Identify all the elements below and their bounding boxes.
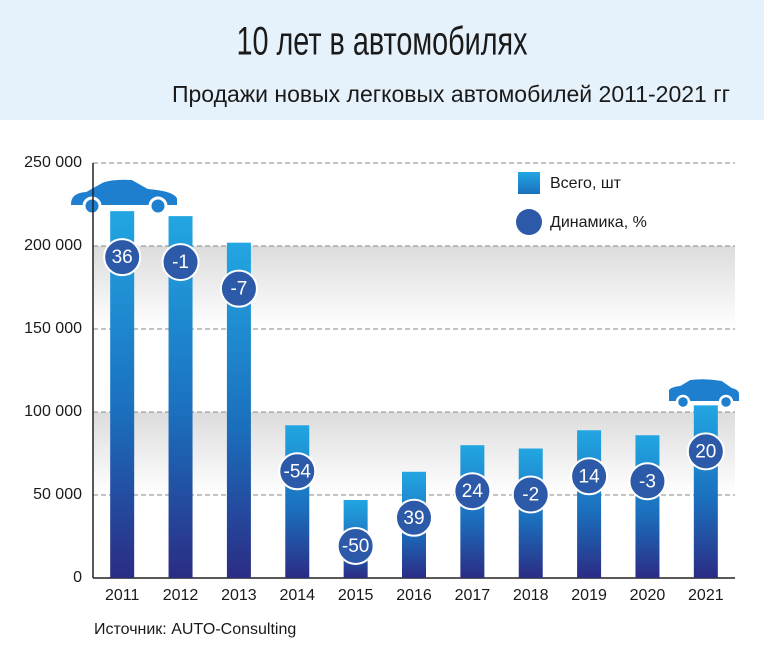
bar <box>635 435 660 578</box>
x-tick-label: 2014 <box>279 587 315 604</box>
dynamics-marker <box>395 498 433 537</box>
x-tick-label: 2016 <box>396 587 432 604</box>
x-tick-label: 2018 <box>513 587 549 604</box>
bar <box>693 405 718 578</box>
dynamics-label: -3 <box>639 471 656 492</box>
dynamics-marker <box>103 238 142 277</box>
y-tick-label: 0 <box>73 569 82 586</box>
legend-swatch <box>516 209 542 235</box>
dynamics-marker <box>336 526 375 565</box>
dynamics-marker <box>161 243 200 282</box>
dynamics-label: -50 <box>342 536 369 557</box>
y-tick-label: 200 000 <box>24 237 82 254</box>
dynamics-label: -1 <box>172 252 189 273</box>
bar <box>577 430 602 578</box>
chart-subtitle: Продажи новых легковых автомобилей 2011-… <box>172 81 730 107</box>
bands <box>93 246 735 495</box>
dynamics-label: 39 <box>403 508 424 529</box>
car-icon <box>69 177 179 216</box>
y-tick-label: 50 000 <box>33 486 82 503</box>
x-tick-label: 2021 <box>688 587 724 604</box>
dynamics-marker <box>686 432 725 471</box>
dynamics-label: -7 <box>230 279 247 300</box>
legend-label: Всего, шт <box>550 175 622 192</box>
dynamics-label: 14 <box>579 466 601 487</box>
dynamics-marker <box>511 475 550 514</box>
band <box>93 246 735 329</box>
dynamics-marker <box>453 472 492 511</box>
header-bg <box>0 0 764 120</box>
y-tick-label: 250 000 <box>24 154 82 171</box>
dynamics-label: 24 <box>462 481 484 502</box>
x-tick-label: 2017 <box>455 587 491 604</box>
bar <box>285 425 310 578</box>
car-icon <box>667 377 741 410</box>
dynamics-label: -2 <box>522 485 539 506</box>
bar <box>460 445 485 578</box>
source: Источник: AUTO-Consulting <box>94 621 296 638</box>
x-tick-label: 2020 <box>630 587 666 604</box>
dynamics-label: 36 <box>112 247 133 268</box>
dynamics-marker <box>278 452 317 491</box>
y-tick-label: 100 000 <box>24 403 82 420</box>
dynamics-label: 20 <box>695 441 716 462</box>
legend-swatch <box>518 172 540 194</box>
x-tick-label: 2013 <box>221 587 257 604</box>
dynamics-marker <box>628 462 667 501</box>
x-tick-label: 2011 <box>105 587 140 604</box>
dynamics-marker <box>219 269 258 308</box>
x-tick-label: 2019 <box>571 587 607 604</box>
y-tick-label: 150 000 <box>24 320 82 337</box>
chart-title: 10 лет в автомобилях <box>236 19 528 64</box>
x-tick-label: 2015 <box>338 587 374 604</box>
x-tick-label: 2012 <box>163 587 199 604</box>
legend-label: Динамика, % <box>550 214 647 231</box>
dynamics-marker <box>570 457 609 496</box>
dynamics-label: -54 <box>284 461 312 482</box>
